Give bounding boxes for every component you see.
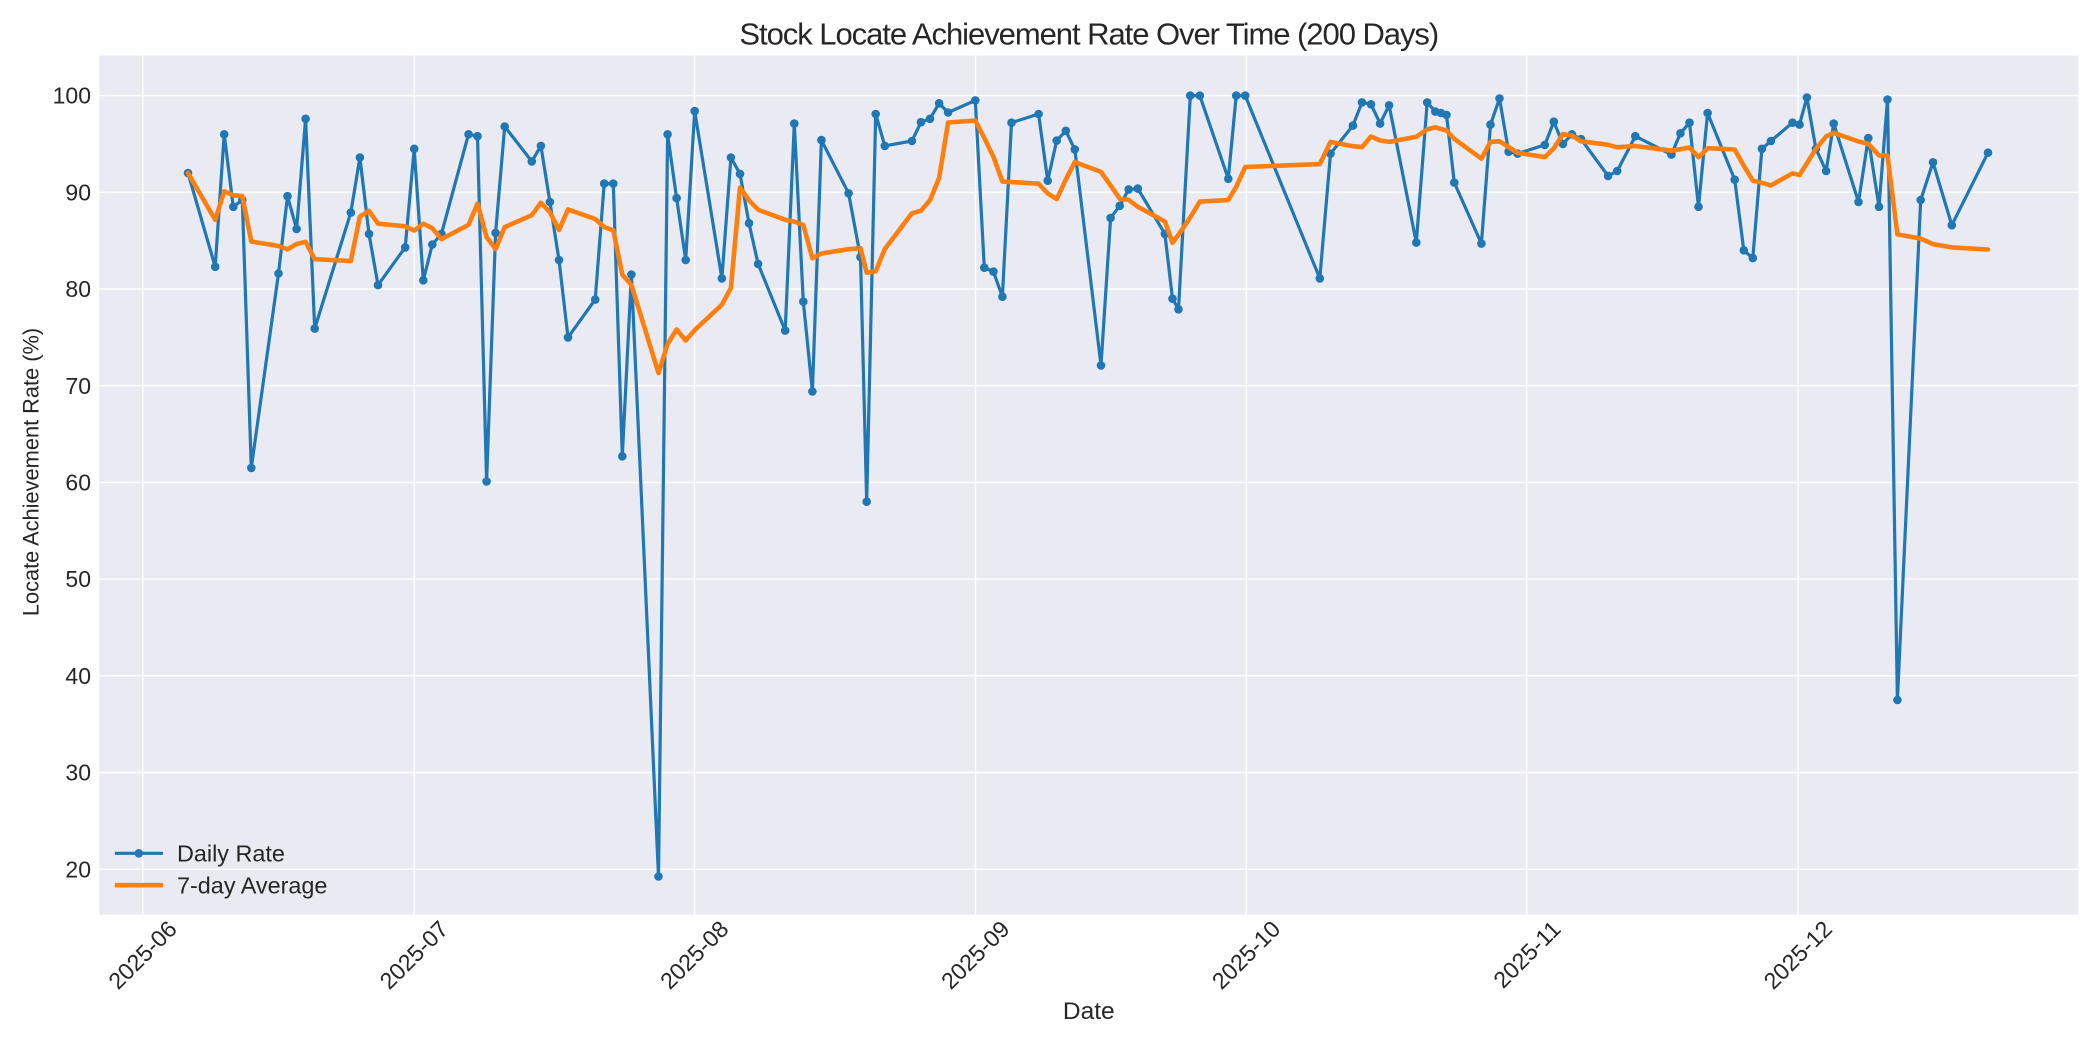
svg-text:50: 50: [65, 566, 91, 592]
svg-text:100: 100: [53, 83, 91, 109]
svg-text:80: 80: [65, 276, 91, 302]
svg-text:Stock Locate Achievement Rate: Stock Locate Achievement Rate Over Time …: [739, 17, 1438, 52]
svg-text:Date: Date: [1063, 998, 1115, 1025]
svg-text:7-day Average: 7-day Average: [177, 872, 327, 898]
svg-text:60: 60: [65, 470, 91, 496]
svg-text:Daily Rate: Daily Rate: [177, 841, 285, 867]
svg-text:70: 70: [65, 373, 91, 399]
svg-text:20: 20: [65, 856, 91, 882]
svg-text:30: 30: [65, 760, 91, 786]
svg-text:Locate Achievement Rate (%): Locate Achievement Rate (%): [19, 328, 44, 616]
svg-text:40: 40: [65, 663, 91, 689]
svg-text:90: 90: [65, 179, 91, 205]
